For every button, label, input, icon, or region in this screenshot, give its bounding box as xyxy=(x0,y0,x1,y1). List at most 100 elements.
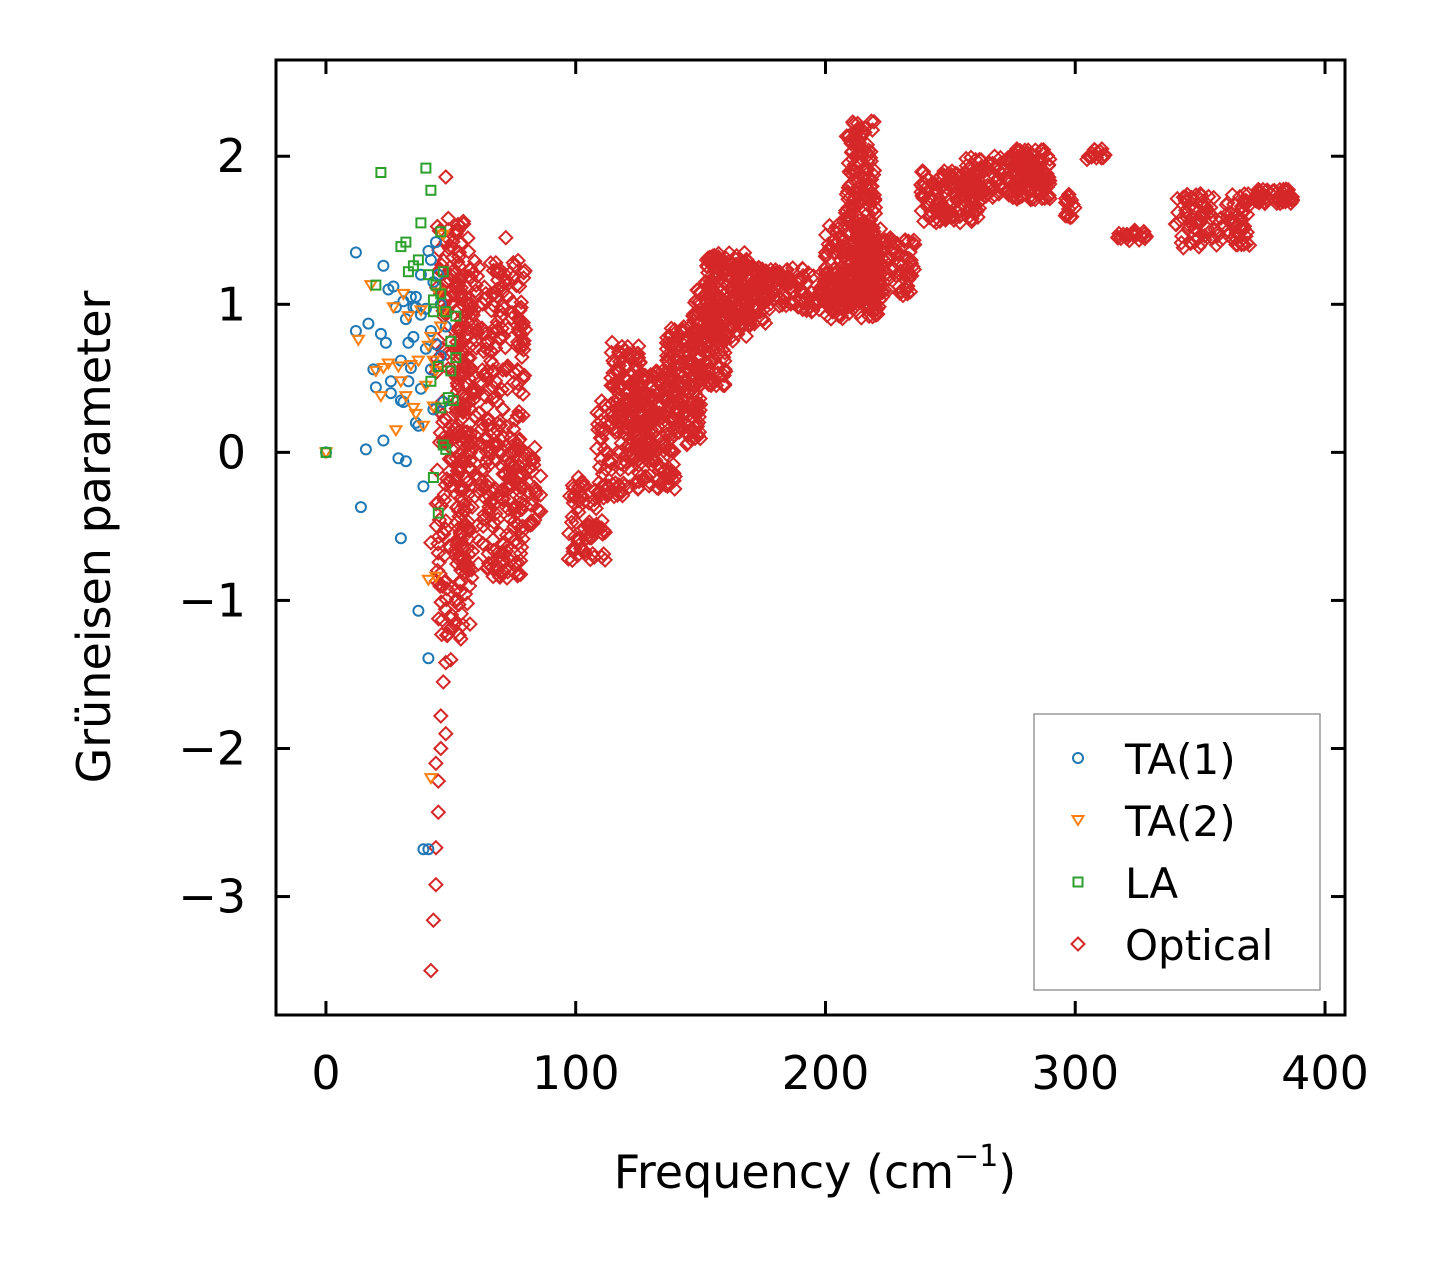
y-tick-label: −1 xyxy=(178,573,246,627)
data-point xyxy=(1239,224,1256,241)
data-point xyxy=(447,395,459,406)
data-point xyxy=(1132,227,1149,244)
data-point xyxy=(404,362,417,374)
data-point xyxy=(1177,192,1194,209)
data-point xyxy=(392,452,405,465)
data-point xyxy=(840,283,857,300)
data-point xyxy=(381,358,396,371)
data-point xyxy=(766,265,783,282)
data-point xyxy=(423,773,439,786)
data-point xyxy=(510,432,527,449)
data-point xyxy=(883,261,899,278)
data-point xyxy=(398,391,414,404)
data-point xyxy=(511,403,527,420)
data-point xyxy=(427,876,444,893)
data-point xyxy=(449,375,466,392)
data-point xyxy=(568,514,584,531)
data-point xyxy=(830,267,847,284)
data-point xyxy=(963,172,979,189)
data-point xyxy=(492,565,509,582)
data-point xyxy=(513,294,530,311)
data-point xyxy=(461,416,478,433)
data-point xyxy=(1202,199,1219,216)
data-point xyxy=(1207,211,1224,228)
data-point xyxy=(370,279,382,291)
data-point xyxy=(710,346,727,363)
data-point xyxy=(827,274,844,291)
data-point xyxy=(460,560,477,576)
data-point xyxy=(605,364,622,381)
data-point xyxy=(792,284,809,301)
data-point xyxy=(460,531,477,548)
data-point xyxy=(1258,182,1275,199)
data-point xyxy=(1204,230,1221,246)
data-point xyxy=(1208,236,1225,253)
data-point xyxy=(482,255,499,271)
data-point xyxy=(362,317,375,330)
data-point xyxy=(501,274,518,291)
data-point xyxy=(384,375,397,388)
data-point xyxy=(606,488,623,505)
data-point xyxy=(476,462,493,478)
data-point xyxy=(440,443,452,455)
data-point xyxy=(359,443,372,456)
data-point xyxy=(960,192,977,209)
data-point xyxy=(1274,191,1291,208)
legend-label-optical: Optical xyxy=(1125,921,1273,970)
data-point xyxy=(798,301,815,318)
data-point xyxy=(435,673,452,690)
data-point xyxy=(513,349,530,366)
data-point xyxy=(611,478,627,495)
data-point xyxy=(496,465,513,482)
data-point xyxy=(437,601,454,618)
data-point xyxy=(435,226,447,238)
data-point xyxy=(937,202,954,219)
data-point xyxy=(420,162,432,174)
data-point xyxy=(437,266,449,278)
data-point xyxy=(662,476,679,493)
data-point xyxy=(376,363,391,375)
data-point xyxy=(501,463,518,480)
data-point xyxy=(421,574,436,587)
data-point xyxy=(862,240,878,257)
data-point xyxy=(1026,183,1043,200)
data-point xyxy=(981,161,998,178)
data-point xyxy=(1026,159,1043,176)
data-point xyxy=(412,604,425,617)
data-point xyxy=(429,218,446,235)
data-point xyxy=(863,171,880,188)
data-point xyxy=(415,217,427,229)
data-point xyxy=(592,406,609,423)
data-point xyxy=(450,551,467,568)
data-point xyxy=(435,402,447,414)
data-point xyxy=(459,230,476,247)
data-point xyxy=(850,304,867,321)
data-point xyxy=(529,501,546,517)
data-point xyxy=(435,288,447,300)
data-point xyxy=(391,361,406,374)
data-point xyxy=(387,280,400,293)
data-point xyxy=(424,253,437,266)
data-point xyxy=(570,499,587,516)
data-point xyxy=(461,370,478,387)
data-point xyxy=(367,363,380,376)
data-point xyxy=(634,439,651,455)
data-point xyxy=(990,185,1007,202)
data-point xyxy=(473,373,489,390)
data-point xyxy=(845,116,862,132)
data-point xyxy=(633,468,650,485)
data-point xyxy=(492,308,509,325)
data-point xyxy=(1027,142,1044,159)
y-tick-label: −2 xyxy=(178,721,246,775)
data-point xyxy=(439,580,455,597)
data-point xyxy=(484,559,501,576)
data-point xyxy=(512,566,529,583)
data-point xyxy=(446,616,463,633)
data-point xyxy=(564,552,581,569)
data-point xyxy=(662,426,679,443)
legend: TA(1) TA(2) LA Optical xyxy=(1033,713,1321,991)
data-point xyxy=(566,489,583,506)
data-point xyxy=(386,302,401,315)
data-point xyxy=(963,192,980,209)
data-point xyxy=(432,707,449,724)
